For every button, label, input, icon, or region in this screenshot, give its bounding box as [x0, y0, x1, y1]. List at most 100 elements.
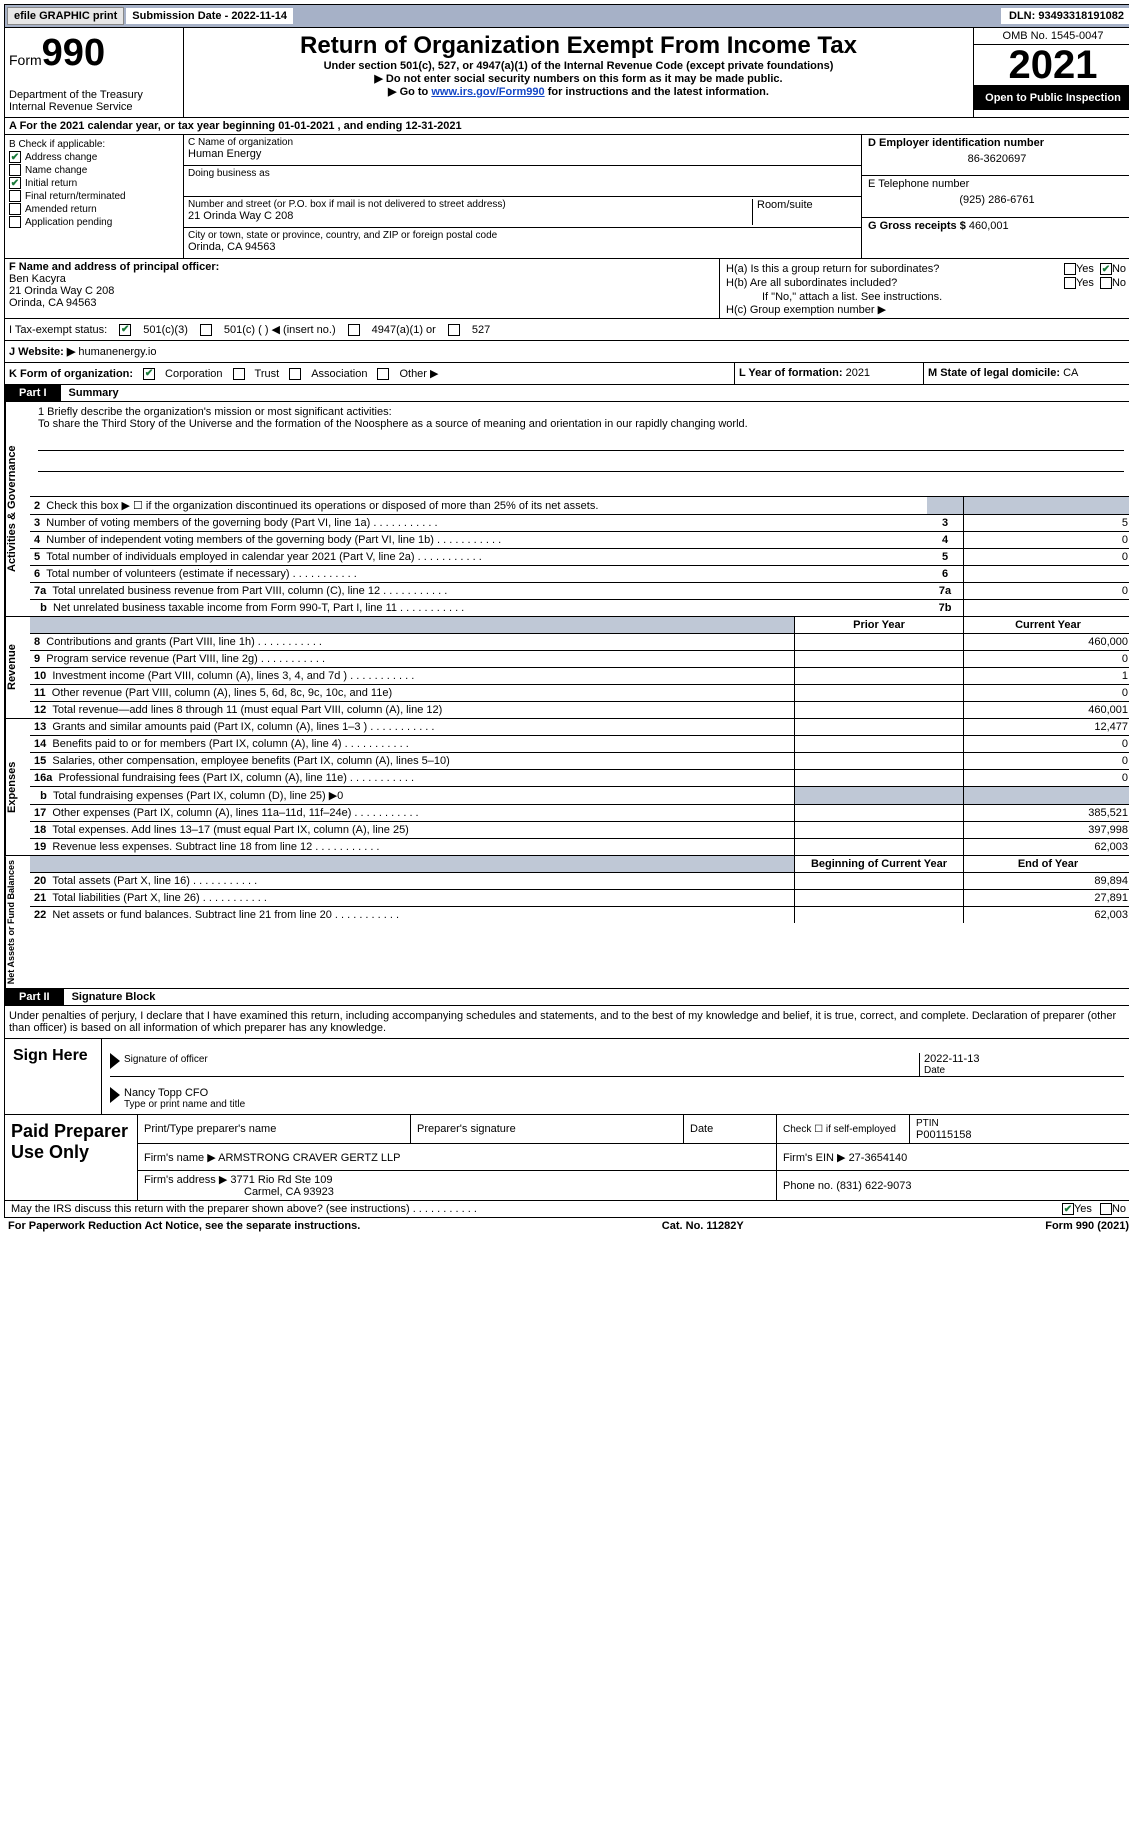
hc-label: H(c) Group exemption number ▶	[726, 303, 1126, 316]
checkbox-initial-return[interactable]: ✔	[9, 177, 21, 189]
prep-date-label: Date	[684, 1115, 777, 1144]
prior-val	[795, 822, 964, 839]
domicile-value: CA	[1063, 367, 1078, 379]
section-b: B Check if applicable: ✔Address change N…	[5, 135, 184, 258]
chk-label: Name change	[25, 165, 87, 176]
footer-center: Cat. No. 11282Y	[662, 1220, 744, 1232]
checkbox-final-return[interactable]	[9, 190, 21, 202]
cur-val: 89,894	[964, 873, 1129, 890]
triangle-icon	[110, 1053, 120, 1069]
cur-val: 0	[964, 736, 1129, 753]
checkbox-501c3[interactable]: ✔	[119, 324, 131, 336]
form-title: Return of Organization Exempt From Incom…	[190, 32, 967, 60]
yes-label: Yes	[1076, 263, 1094, 275]
prep-name-label: Print/Type preparer's name	[138, 1115, 411, 1144]
year-formation: 2021	[846, 367, 870, 379]
firm-addr-label: Firm's address ▶	[144, 1174, 227, 1186]
governance-section: Activities & Governance 1 Briefly descri…	[4, 402, 1129, 617]
prior-val	[795, 719, 964, 736]
prior-val	[795, 736, 964, 753]
efile-print-button[interactable]: efile GRAPHIC print	[7, 7, 124, 25]
chk-label: Amended return	[25, 204, 97, 215]
checkbox-name-change[interactable]	[9, 164, 21, 176]
checkbox-501c[interactable]	[200, 324, 212, 336]
prior-val	[795, 787, 964, 805]
discuss-yes-checkbox[interactable]: ✔	[1062, 1203, 1074, 1215]
netassets-section: Net Assets or Fund Balances Beginning of…	[4, 856, 1129, 989]
mission-label: 1 Briefly describe the organization's mi…	[38, 406, 1124, 418]
checkbox-address-change[interactable]: ✔	[9, 151, 21, 163]
checkbox-other[interactable]	[377, 368, 389, 380]
line-box: 5	[927, 549, 964, 566]
col-begin: Beginning of Current Year	[795, 856, 964, 873]
line-text: Net assets or fund balances. Subtract li…	[52, 909, 399, 921]
line-box: 4	[927, 532, 964, 549]
firm-addr1: 3771 Rio Rd Ste 109	[230, 1174, 332, 1186]
yes-label: Yes	[1074, 1203, 1092, 1215]
checkbox-amended[interactable]	[9, 203, 21, 215]
submission-date: Submission Date - 2022-11-14	[126, 8, 293, 24]
sign-here-block: Sign Here Signature of officer 2022-11-1…	[4, 1039, 1129, 1115]
hb-yes-checkbox[interactable]	[1064, 277, 1076, 289]
section-deg: D Employer identification number 86-3620…	[861, 135, 1129, 258]
ptin-value: P00115158	[916, 1129, 971, 1141]
department: Department of the Treasury Internal Reve…	[9, 89, 179, 113]
row-a-period: A For the 2021 calendar year, or tax yea…	[4, 118, 1129, 135]
line-val	[964, 566, 1129, 583]
website-label: J Website: ▶	[9, 346, 75, 358]
checkbox-527[interactable]	[448, 324, 460, 336]
discuss-no-checkbox[interactable]	[1100, 1203, 1112, 1215]
cur-val	[964, 787, 1129, 805]
hb-no-checkbox[interactable]	[1100, 277, 1112, 289]
vtab-governance: Activities & Governance	[5, 402, 30, 616]
prior-val	[795, 634, 964, 651]
line-text: Net unrelated business taxable income fr…	[53, 602, 464, 614]
note-link: ▶ Go to www.irs.gov/Form990 for instruct…	[190, 85, 967, 98]
prior-val	[795, 839, 964, 856]
tax-status-row: I Tax-exempt status: ✔501(c)(3) 501(c) (…	[4, 319, 1129, 341]
cur-val: 0	[964, 651, 1129, 668]
prior-val	[795, 702, 964, 719]
line2-text: Check this box ▶ ☐ if the organization d…	[46, 500, 598, 512]
part1-title: Summary	[61, 385, 127, 401]
tax-status-label: I Tax-exempt status:	[9, 324, 107, 336]
prior-val	[795, 907, 964, 924]
addr-label: Number and street (or P.O. box if mail i…	[188, 199, 752, 210]
cur-val: 0	[964, 753, 1129, 770]
no-label: No	[1112, 263, 1126, 275]
irs-link[interactable]: www.irs.gov/Form990	[431, 86, 544, 98]
checkbox-application-pending[interactable]	[9, 216, 21, 228]
checkbox-association[interactable]	[289, 368, 301, 380]
discuss-row: May the IRS discuss this return with the…	[4, 1201, 1129, 1218]
line-text: Total number of volunteers (estimate if …	[46, 568, 357, 580]
footer-left: For Paperwork Reduction Act Notice, see …	[8, 1220, 360, 1232]
checkbox-corporation[interactable]: ✔	[143, 368, 155, 380]
open-to-public: Open to Public Inspection	[974, 86, 1129, 110]
row-j: J Website: ▶ humanenergy.io	[4, 341, 1129, 363]
line-box: 7a	[927, 583, 964, 600]
vtab-expenses: Expenses	[5, 719, 30, 855]
tax-year: 2021	[974, 45, 1129, 86]
checkbox-trust[interactable]	[233, 368, 245, 380]
website-value: humanenergy.io	[78, 346, 156, 358]
ein-label: D Employer identification number	[868, 137, 1126, 149]
ha-no-checkbox[interactable]: ✔	[1100, 263, 1112, 275]
line-text: Number of independent voting members of …	[46, 534, 501, 546]
ein-value: 86-3620697	[868, 153, 1126, 165]
ha-yes-checkbox[interactable]	[1064, 263, 1076, 275]
section-fh: F Name and address of principal officer:…	[4, 259, 1129, 319]
firm-name: ARMSTRONG CRAVER GERTZ LLP	[218, 1152, 400, 1164]
penalty-declaration: Under penalties of perjury, I declare th…	[4, 1006, 1129, 1039]
prep-sig-label: Preparer's signature	[411, 1115, 684, 1144]
org-name-label: C Name of organization	[188, 137, 857, 148]
city-state-zip: Orinda, CA 94563	[188, 241, 857, 253]
cur-val: 12,477	[964, 719, 1129, 736]
line-text: Other revenue (Part VIII, column (A), li…	[52, 687, 392, 699]
opt-other: Other ▶	[399, 367, 438, 380]
vtab-netassets: Net Assets or Fund Balances	[5, 856, 30, 988]
row-klm: K Form of organization: ✔Corporation Tru…	[4, 363, 1129, 385]
checkbox-4947[interactable]	[348, 324, 360, 336]
form-subtitle: Under section 501(c), 527, or 4947(a)(1)…	[190, 60, 967, 72]
line-text: Other expenses (Part IX, column (A), lin…	[52, 807, 418, 819]
officer-name-title: Nancy Topp CFO	[124, 1087, 1124, 1099]
